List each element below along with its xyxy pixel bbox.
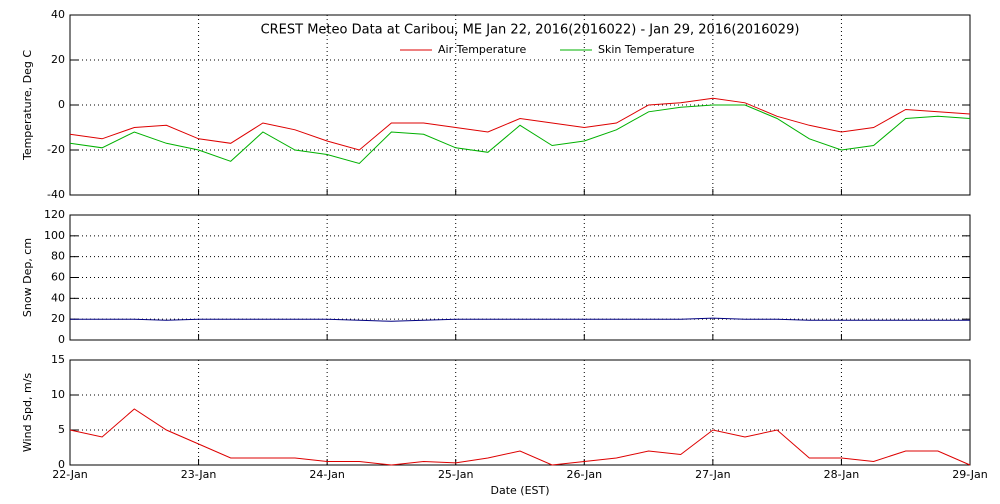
y-tick-label: 120 — [44, 208, 65, 221]
x-tick-label: 23-Jan — [181, 468, 217, 481]
y-tick-label: 0 — [58, 98, 65, 111]
x-tick-label: 28-Jan — [824, 468, 860, 481]
legend-label: Air Temperature — [438, 43, 527, 56]
series-line — [69, 408, 971, 466]
y-axis-label: Snow Dep, cm — [21, 238, 34, 317]
x-tick-label: 29-Jan — [952, 468, 988, 481]
y-tick-label: 15 — [51, 353, 65, 366]
plot-frame — [69, 359, 971, 466]
y-tick-label: 40 — [51, 8, 65, 21]
y-tick-label: 100 — [44, 229, 65, 242]
x-tick-label: 24-Jan — [309, 468, 345, 481]
y-tick-label: 60 — [51, 271, 65, 284]
x-tick-label: 26-Jan — [567, 468, 603, 481]
x-tick-label: 22-Jan — [52, 468, 88, 481]
chart-title: CREST Meteo Data at Caribou, ME Jan 22, … — [261, 23, 800, 38]
y-tick-label: 0 — [58, 458, 65, 471]
x-tick-label: 27-Jan — [695, 468, 731, 481]
series-line — [69, 97, 971, 151]
y-tick-label: -40 — [47, 188, 65, 201]
legend-label: Skin Temperature — [598, 43, 695, 56]
y-tick-label: 40 — [51, 291, 65, 304]
y-tick-label: 20 — [51, 312, 65, 325]
y-tick-label: 0 — [58, 333, 65, 346]
y-tick-label: 20 — [51, 53, 65, 66]
y-tick-label: 80 — [51, 250, 65, 263]
y-tick-label: 10 — [51, 388, 65, 401]
series-line — [70, 317, 970, 322]
y-tick-label: -20 — [47, 143, 65, 156]
plot-frame — [69, 214, 971, 341]
y-axis-label: Temperature, Deg C — [21, 50, 34, 161]
y-tick-label: 5 — [58, 423, 65, 436]
x-axis-label: Date (EST) — [490, 484, 549, 497]
y-axis-label: Wind Spd, m/s — [21, 373, 34, 453]
series-line — [69, 104, 971, 165]
x-tick-label: 25-Jan — [438, 468, 474, 481]
plot-frame — [69, 14, 971, 196]
